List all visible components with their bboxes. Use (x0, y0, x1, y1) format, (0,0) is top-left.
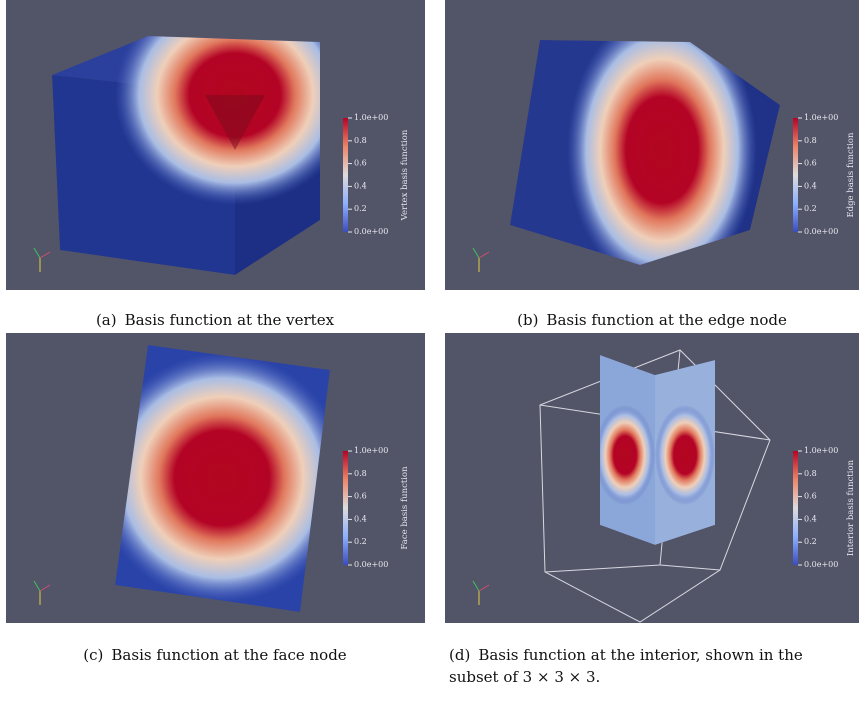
colorbar-tick-label: 0.8 (804, 469, 817, 478)
colorbar-tick-label: 0.2 (804, 537, 817, 546)
colorbar (793, 118, 798, 232)
cube-a (52, 36, 320, 275)
colorbar (343, 118, 348, 232)
colorbar-tick-label: 0.8 (354, 469, 367, 478)
caption: (b) Basis function at the edge node (517, 311, 787, 329)
colorbar (793, 451, 798, 565)
caption: (a) Basis function at the vertex (96, 311, 335, 329)
colorbar-tick-label: 0.0e+00 (354, 560, 388, 569)
colorbar-tick-label: 1.0e+00 (804, 113, 838, 122)
colorbar-tick-label: 0.0e+00 (354, 227, 388, 236)
caption-label: (a) (96, 311, 117, 329)
caption-text: Basis function at the face node (111, 646, 346, 664)
triad (472, 247, 480, 259)
colorbar-tick-label: 0.2 (354, 204, 367, 213)
colorbar-title: Vertex basis function (400, 129, 410, 221)
caption-label: (d) (449, 646, 470, 664)
colorbar-tick-label: 0.2 (804, 204, 817, 213)
colorbar-tick-label: 0.4 (354, 514, 367, 523)
triad (478, 251, 490, 259)
colorbar-tick-label: 1.0e+00 (354, 113, 388, 122)
triad (33, 580, 41, 592)
colorbar (343, 451, 348, 565)
cube-d (600, 355, 715, 545)
caption-continued: subset of 3 × 3 × 3. (449, 668, 600, 686)
caption-text: Basis function at the edge node (546, 311, 787, 329)
triad (472, 580, 480, 592)
colorbar-title: Edge basis function (846, 132, 856, 218)
caption-text: Basis function at the interior, shown in… (478, 646, 803, 664)
colorbar-tick-label: 0.0e+00 (804, 227, 838, 236)
colorbar-tick-label: 1.0e+00 (804, 446, 838, 455)
colorbar-tick-label: 0.8 (804, 136, 817, 145)
colorbar-tick-label: 0.0e+00 (804, 560, 838, 569)
caption: (d) Basis function at the interior, shown… (449, 646, 803, 664)
cube-b (510, 40, 780, 265)
colorbar-tick-label: 0.6 (804, 492, 817, 501)
colorbar-tick-label: 0.8 (354, 136, 367, 145)
caption: (c) Basis function at the face node (83, 646, 347, 664)
triad (39, 584, 51, 592)
caption-text: Basis function at the vertex (125, 311, 335, 329)
colorbar-tick-label: 0.4 (804, 181, 817, 190)
colorbar-tick-label: 0.4 (354, 181, 367, 190)
colorbar-title: Interior basis function (846, 459, 856, 556)
colorbar-tick-label: 0.6 (354, 159, 367, 168)
colorbar-tick-label: 0.4 (804, 514, 817, 523)
colorbar-tick-label: 0.2 (354, 537, 367, 546)
colorbar-title: Face basis function (400, 466, 410, 550)
caption-label: (c) (83, 646, 103, 664)
triad (33, 247, 41, 259)
triad (478, 584, 490, 592)
colorbar-tick-label: 0.6 (354, 492, 367, 501)
colorbar-tick-label: 0.6 (804, 159, 817, 168)
caption-label: (b) (517, 311, 538, 329)
colorbar-tick-label: 1.0e+00 (354, 446, 388, 455)
face-c (115, 345, 330, 612)
triad (39, 251, 51, 259)
